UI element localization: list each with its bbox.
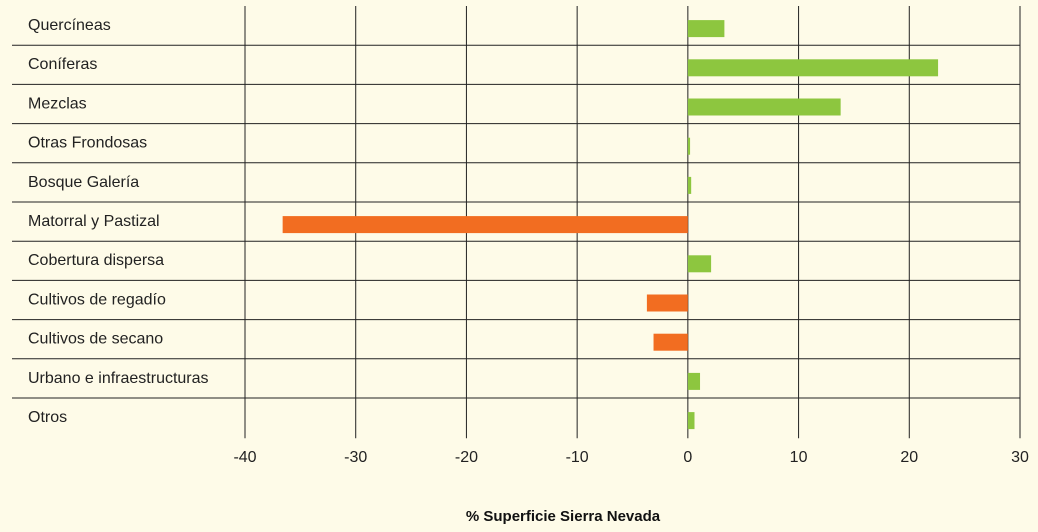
x-tick-label: 0 <box>683 449 692 466</box>
category-label: Quercíneas <box>28 17 111 34</box>
category-label: Otras Frondosas <box>28 135 147 152</box>
category-label: Cultivos de secano <box>28 331 163 348</box>
category-label: Otros <box>28 409 67 426</box>
bar-9 <box>653 333 688 351</box>
category-label: Coníferas <box>28 56 97 73</box>
x-tick-label: 20 <box>900 449 918 466</box>
category-labels: Quercíneas Coníferas Mezclas Otras Frondosa… <box>28 17 209 426</box>
bar-4 <box>687 137 691 155</box>
bar-layer <box>282 20 939 430</box>
bar-5 <box>687 176 692 194</box>
x-tick-label: 30 <box>1011 449 1029 466</box>
category-label: Cobertura dispersa <box>28 252 164 269</box>
bar-11 <box>687 412 695 430</box>
bar-6 <box>282 216 688 234</box>
bar-8 <box>646 294 688 312</box>
category-label: Urbano e infraestructuras <box>28 370 209 387</box>
bar-10 <box>687 372 701 390</box>
x-tick-label: 10 <box>790 449 808 466</box>
category-label: Matorral y Pastizal <box>28 213 160 230</box>
x-tick-label: -30 <box>344 449 367 466</box>
x-tick-label: -10 <box>566 449 589 466</box>
bar-7 <box>687 255 712 273</box>
x-tick-labels: -40 -30 -20 -10 0 10 20 30 <box>233 449 1029 466</box>
bar-1 <box>687 20 725 38</box>
x-axis-title: % Superficie Sierra Nevada <box>466 508 661 525</box>
category-label: Cultivos de regadío <box>28 291 166 308</box>
bar-2 <box>687 59 939 77</box>
category-label: Bosque Galería <box>28 174 139 191</box>
x-tick-label: -40 <box>233 449 256 466</box>
bar-3 <box>687 98 841 116</box>
category-label: Mezclas <box>28 95 87 112</box>
x-tick-label: -20 <box>455 449 478 466</box>
